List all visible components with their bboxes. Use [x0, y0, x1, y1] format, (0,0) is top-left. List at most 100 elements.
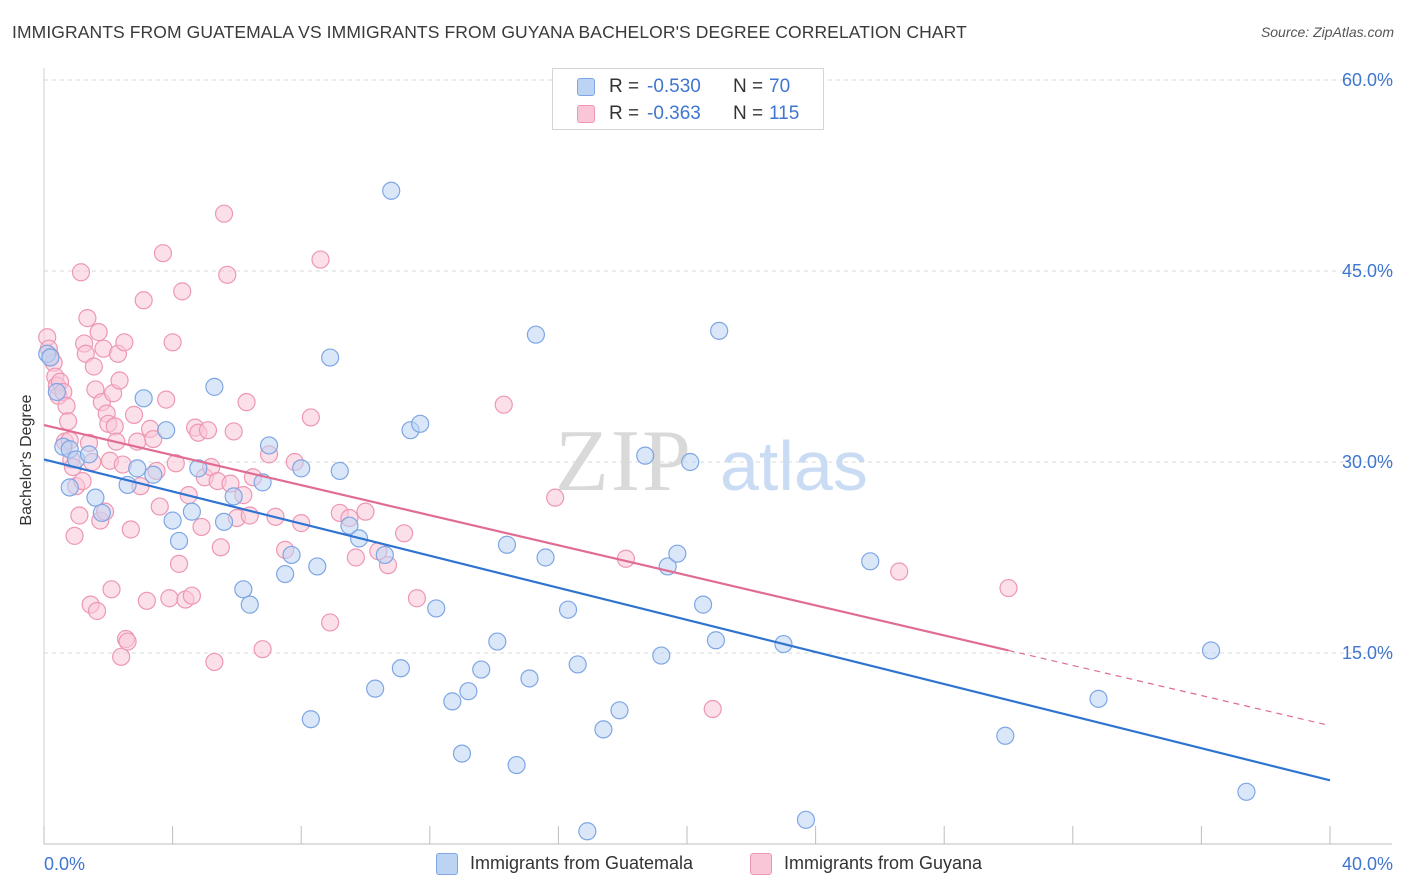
guatemala-point — [526, 325, 545, 344]
guyana-point — [150, 497, 169, 516]
series-swatch-pink — [750, 853, 772, 875]
guatemala-point — [594, 720, 613, 739]
guyana-point — [89, 323, 108, 342]
guyana-point — [84, 357, 103, 376]
guyana-point — [134, 291, 153, 310]
y-tick-label: 45.0% — [1342, 261, 1393, 281]
guatemala-point — [472, 660, 491, 679]
y-tick-label: 30.0% — [1342, 452, 1393, 472]
legend-n-label: N = — [733, 103, 764, 124]
guatemala-point — [710, 321, 729, 340]
guyana-point — [153, 244, 173, 263]
guatemala-point — [144, 465, 163, 484]
guyana-point — [160, 589, 179, 608]
guyana-point — [407, 589, 427, 608]
guatemala-point — [157, 421, 176, 440]
legend-n-value-pink: 115 — [769, 103, 800, 124]
guatemala-point — [86, 488, 105, 507]
guatemala-point — [443, 692, 462, 711]
guatemala-point — [41, 348, 60, 367]
guyana-point — [71, 263, 91, 282]
guatemala-point — [652, 646, 671, 665]
guatemala-point — [411, 414, 430, 433]
legend-swatch-blue — [577, 78, 595, 96]
guatemala-point — [520, 669, 539, 688]
series-label-pink: Immigrants from Guyana — [784, 853, 983, 873]
guyana-point — [118, 632, 137, 651]
guyana-point — [890, 562, 909, 581]
guatemala-point — [321, 348, 340, 367]
legend-r-value-blue: -0.530 — [647, 76, 701, 97]
guatemala-point — [47, 382, 66, 402]
y-tick-label: 60.0% — [1342, 70, 1393, 90]
guatemala-point — [301, 710, 320, 729]
guatemala-point — [169, 531, 189, 551]
guatemala-point — [391, 659, 410, 678]
guyana-point — [182, 586, 201, 605]
legend-r-value-pink: -0.363 — [647, 103, 701, 124]
guatemala-point — [214, 512, 234, 531]
guatemala-point — [668, 544, 687, 563]
y-tick-labels: 15.0% 30.0% 45.0% 60.0% — [1342, 70, 1393, 663]
guatemala-point — [224, 487, 243, 506]
guyana-point — [163, 333, 182, 352]
guatemala-point — [240, 595, 259, 614]
guatemala-point — [610, 701, 629, 720]
guyana-point — [346, 548, 365, 567]
guyana-point — [110, 371, 129, 390]
guatemala-point — [259, 436, 279, 455]
guyana-point — [214, 204, 234, 223]
guyana-point — [999, 578, 1018, 598]
guyana-point — [394, 524, 414, 543]
guyana-point — [112, 647, 131, 666]
x-tick-label: 0.0% — [44, 854, 85, 874]
guyana-point — [144, 429, 163, 449]
trend-lines — [43, 424, 1331, 782]
guyana-point — [87, 601, 107, 621]
guyana-point — [192, 517, 211, 537]
y-axis-label: Bachelor's Degree — [18, 394, 35, 526]
guyana-point — [59, 412, 78, 431]
guyana-point — [121, 520, 140, 539]
guyana-point — [198, 421, 218, 440]
guatemala-point — [276, 564, 295, 584]
guatemala-point — [996, 726, 1015, 745]
x-axis — [43, 826, 1392, 845]
guatemala-point — [578, 822, 597, 841]
guyana-point — [494, 395, 513, 414]
guatemala-point — [459, 682, 478, 701]
guyana-point — [157, 390, 176, 409]
guatemala-point — [452, 744, 472, 763]
guatemala-point — [1201, 641, 1221, 660]
guyana-point — [224, 422, 243, 441]
guatemala-point — [366, 679, 385, 698]
legend-r-label: R = — [609, 103, 640, 124]
guyana-point — [205, 652, 224, 672]
guatemala-point — [507, 755, 526, 775]
guyana-point — [218, 265, 237, 284]
series-label-blue: Immigrants from Guatemala — [470, 853, 694, 873]
guatemala-point — [234, 580, 253, 599]
guyana-point — [78, 309, 97, 328]
guatemala-point — [693, 595, 713, 614]
guyana-point — [211, 538, 230, 557]
legend-n-value-blue: 70 — [769, 76, 791, 97]
guatemala-point — [636, 446, 655, 465]
guatemala-trend-line — [43, 458, 1331, 782]
guyana-point — [124, 405, 144, 424]
series-swatch-blue — [436, 853, 458, 875]
source-label: Source: ZipAtlas.com — [1260, 24, 1394, 40]
guatemala-point — [375, 545, 394, 565]
guatemala-point — [128, 459, 147, 478]
guatemala-point — [1089, 689, 1108, 708]
guyana-point — [65, 526, 84, 545]
guyana-point — [70, 506, 89, 525]
guatemala-point — [536, 548, 555, 567]
guyana-point — [356, 502, 375, 521]
guatemala-point — [292, 459, 311, 478]
guatemala-point — [568, 655, 587, 674]
guyana-point — [311, 250, 330, 269]
guatemala-point — [681, 452, 700, 472]
guatemala-point — [205, 377, 224, 396]
